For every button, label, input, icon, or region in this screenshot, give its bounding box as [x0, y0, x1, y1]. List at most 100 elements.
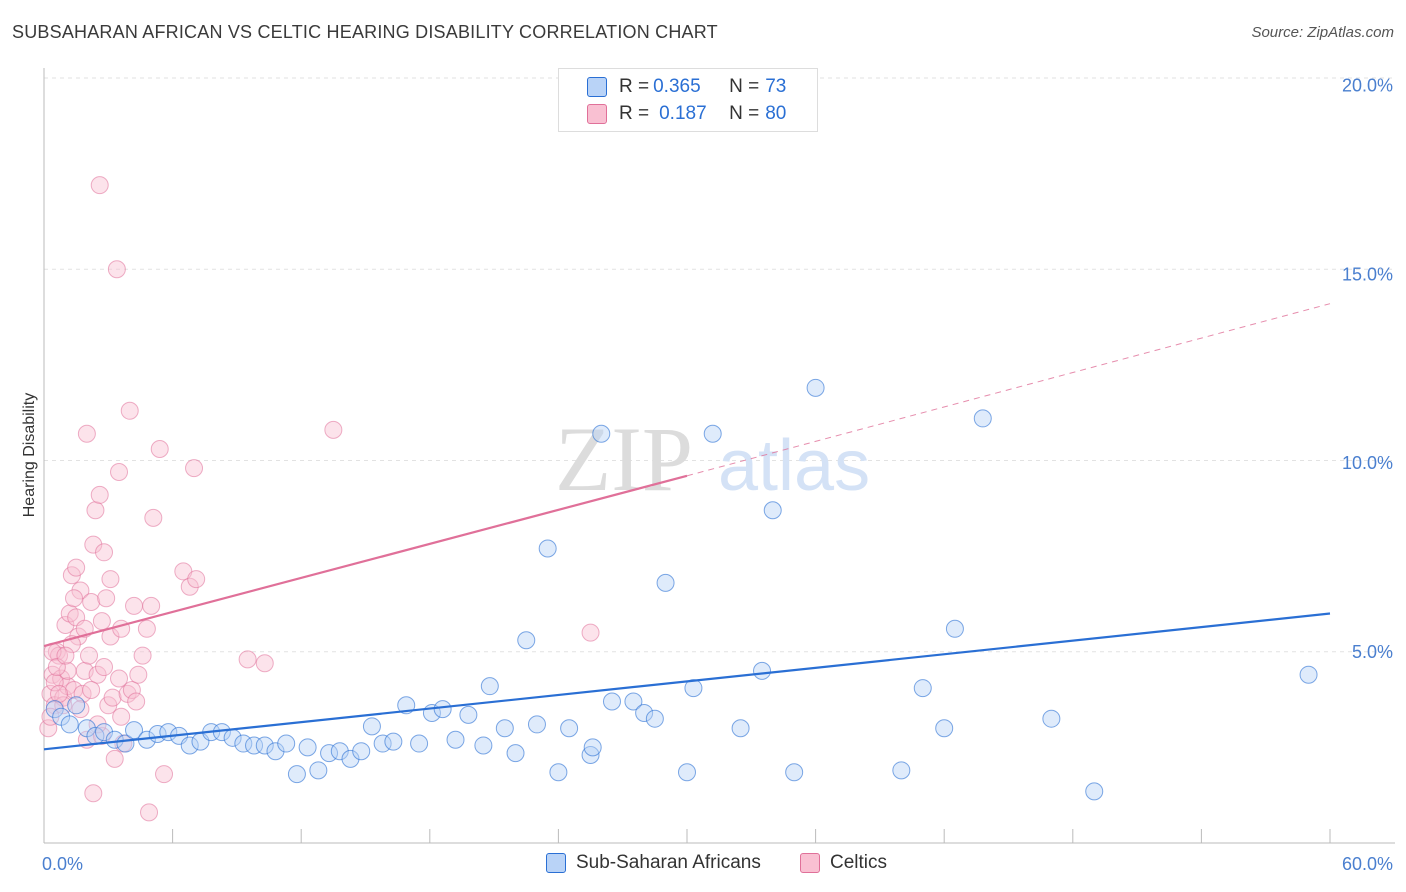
- subsaharan-point: [433, 700, 452, 719]
- y-tick-label: 10.0%: [1342, 453, 1393, 473]
- subsaharan-point: [517, 631, 536, 650]
- subsaharan-point: [785, 763, 804, 782]
- subsaharan-trend-line: [43, 612, 1331, 751]
- subsaharan-point: [277, 734, 296, 753]
- celtics-point: [255, 654, 274, 673]
- subsaharan-point: [549, 763, 568, 782]
- legend-r-value: 0.365: [653, 76, 701, 97]
- correlation-legend: R = 0.365 N = 73 R = 0.187 N = 80: [558, 68, 818, 132]
- subsaharan-point: [753, 661, 772, 680]
- subsaharan-point: [583, 738, 602, 757]
- celtics-point: [54, 696, 73, 715]
- series-legend: Sub-Saharan Africans Celtics: [0, 852, 1406, 876]
- celtics-point: [50, 684, 69, 703]
- series-legend-subsaharan: Sub-Saharan Africans: [546, 852, 761, 874]
- series-legend-celtics: Celtics: [800, 852, 887, 874]
- subsaharan-point: [245, 736, 264, 755]
- celtics-point: [155, 765, 174, 784]
- subsaharan-point: [645, 709, 664, 728]
- celtics-point: [142, 596, 161, 615]
- celtics-point: [187, 570, 206, 589]
- celtics-point: [110, 669, 129, 688]
- celtics-point: [88, 715, 107, 734]
- y-tick-label: 5.0%: [1352, 642, 1393, 662]
- subsaharan-point: [459, 705, 478, 724]
- celtics-point: [58, 661, 77, 680]
- celtics-point: [65, 589, 84, 608]
- celtics-point: [82, 681, 101, 699]
- celtics-point: [84, 784, 103, 803]
- celtics-point: [71, 581, 90, 600]
- celtics-point: [144, 508, 163, 527]
- legend-n-label: N =: [729, 103, 760, 124]
- celtics-point: [77, 424, 96, 443]
- subsaharan-point: [341, 749, 360, 768]
- subsaharan-point: [635, 703, 654, 722]
- x-tick-labels: 0.0% 60.0%: [42, 854, 1393, 874]
- subsaharan-point: [1299, 665, 1318, 684]
- watermark: ZIP atlas: [555, 408, 870, 510]
- celtics-trend-extension: [686, 303, 1331, 477]
- celtics-point: [56, 646, 75, 665]
- celtics-point: [39, 719, 58, 738]
- celtics-point: [90, 485, 109, 504]
- subsaharan-point: [330, 742, 349, 761]
- subsaharan-point: [287, 765, 306, 784]
- subsaharan-point: [1042, 709, 1061, 728]
- celtics-point: [67, 558, 86, 577]
- series-name: Celtics: [830, 852, 888, 873]
- y-axis-title: Hearing Disability: [21, 393, 38, 518]
- subsaharan-point: [352, 742, 371, 761]
- series-name: Sub-Saharan Africans: [576, 852, 761, 873]
- legend-r-value: 0.187: [659, 103, 707, 124]
- celtics-point: [90, 176, 109, 195]
- celtics-point: [581, 623, 600, 642]
- subsaharan-point: [298, 738, 317, 757]
- celtics-point: [125, 596, 144, 615]
- subsaharan-point: [913, 679, 932, 698]
- legend-r-label: R =: [619, 76, 650, 97]
- celtics-point: [133, 646, 152, 665]
- celtics-point: [88, 665, 107, 684]
- subsaharan-point: [266, 742, 285, 761]
- celtics-point: [129, 665, 148, 684]
- subsaharan-point: [446, 730, 465, 749]
- legend-n-label: N =: [729, 76, 760, 97]
- watermark-zip: ZIP: [555, 408, 693, 510]
- legend-swatch-pink: [587, 104, 607, 124]
- subsaharan-point: [495, 719, 514, 738]
- celtics-point: [56, 615, 75, 634]
- celtics-point: [92, 612, 111, 631]
- celtics-point: [140, 803, 159, 822]
- subsaharan-point: [592, 424, 611, 443]
- subsaharan-point: [527, 715, 546, 734]
- axes: [43, 68, 1395, 844]
- subsaharan-point: [892, 761, 911, 780]
- celtics-point: [120, 401, 139, 420]
- celtics-point: [101, 570, 120, 589]
- celtics-point: [127, 692, 146, 711]
- celtics-point: [110, 462, 129, 481]
- celtics-point: [122, 681, 141, 699]
- subsaharan-point: [180, 736, 199, 755]
- series-swatch-pink: [800, 853, 820, 873]
- celtics-point: [137, 619, 156, 638]
- subsaharan-point: [806, 378, 825, 397]
- subsaharan-point: [538, 539, 557, 558]
- celtics-point: [112, 619, 131, 638]
- chart-title: SUBSAHARAN AFRICAN VS CELTIC HEARING DIS…: [12, 22, 718, 42]
- subsaharan-point: [656, 573, 675, 592]
- celtics-point: [112, 707, 131, 726]
- celtics-point: [150, 440, 169, 459]
- subsaharan-point: [125, 721, 144, 740]
- x-tick-label: 60.0%: [1342, 854, 1393, 874]
- subsaharan-point: [581, 746, 600, 765]
- subsaharan-point: [255, 736, 274, 755]
- subsaharan-point: [1085, 782, 1104, 801]
- subsaharan-point: [105, 730, 124, 749]
- subsaharan-point: [684, 679, 703, 698]
- celtics-trend-line: [43, 474, 688, 648]
- subsaharan-points: [45, 378, 1318, 801]
- celtics-point: [180, 577, 199, 596]
